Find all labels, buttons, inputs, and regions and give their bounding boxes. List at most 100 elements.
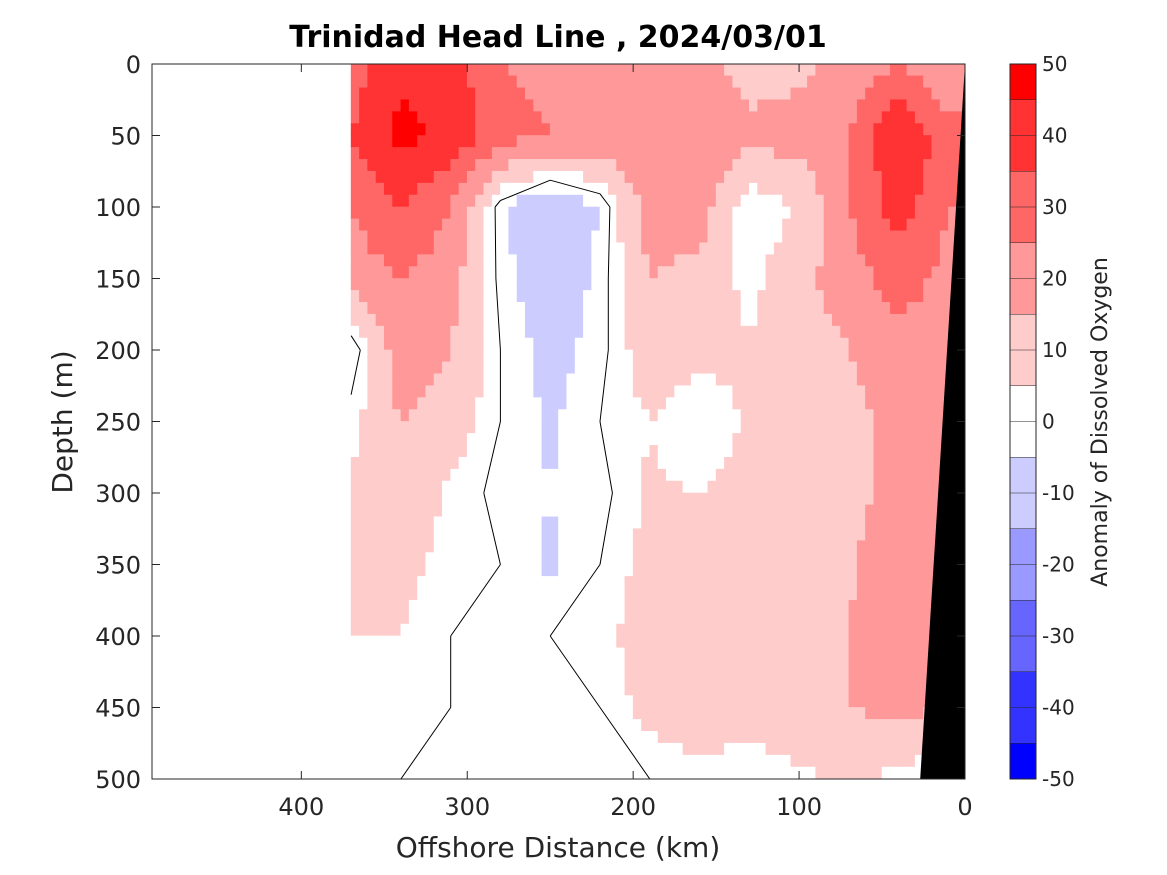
heat-cell: [383, 719, 393, 732]
heat-cell: [616, 147, 626, 160]
heat-cell: [442, 337, 451, 351]
heat-cell: [690, 182, 700, 196]
heat-cell: [450, 373, 460, 387]
heat-cell: [508, 456, 518, 470]
heat-cell: [350, 302, 360, 315]
heat-cell: [383, 492, 393, 506]
heat-cell: [749, 99, 758, 112]
heat-cell: [740, 754, 750, 768]
heat-cell: [657, 707, 667, 720]
heat-cell: [408, 516, 418, 530]
heat-cell: [624, 266, 634, 279]
heat-cell: [417, 528, 427, 541]
heat-cell: [865, 254, 875, 267]
heat-cell: [541, 135, 551, 148]
heat-cell: [732, 206, 742, 220]
heat-cell: [715, 254, 725, 267]
heat-cell: [392, 111, 402, 124]
heat-cell: [682, 290, 692, 303]
heat-cell: [699, 647, 709, 661]
heat-cell: [931, 159, 941, 172]
heat-cell: [417, 194, 427, 208]
heat-cell: [641, 421, 651, 434]
heat-cell: [782, 99, 792, 112]
heat-cell: [442, 230, 451, 244]
heat-cell: [914, 742, 924, 756]
heat-cell: [383, 64, 393, 77]
heat-cell: [574, 218, 584, 232]
heat-cell: [450, 635, 460, 649]
heat-cell: [508, 599, 518, 613]
heat-cell: [782, 754, 792, 768]
heat-cell: [724, 111, 734, 124]
heat-cell: [831, 659, 841, 673]
heat-cell: [516, 659, 526, 673]
heat-cell: [898, 504, 908, 518]
heat-cell: [782, 456, 792, 470]
heat-cell: [848, 206, 858, 220]
heat-cell: [408, 147, 418, 160]
heat-cell: [782, 719, 792, 732]
heat-cell: [773, 266, 783, 279]
heat-cell: [583, 635, 592, 649]
heat-cell: [923, 588, 933, 601]
heat-cell: [450, 599, 460, 613]
heat-cell: [516, 397, 526, 410]
heat-cell: [516, 623, 526, 637]
heat-cell: [865, 409, 875, 422]
heat-cell: [533, 147, 543, 160]
heat-cell: [682, 337, 692, 351]
heat-cell: [890, 528, 899, 541]
heat-cell: [823, 731, 833, 744]
heat-cell: [881, 504, 891, 518]
heat-cell: [549, 373, 559, 387]
heat-cell: [466, 647, 476, 661]
heat-cell: [599, 671, 609, 684]
heat-cell: [350, 147, 360, 160]
heat-cell: [558, 468, 568, 482]
heat-cell: [798, 159, 808, 172]
heat-cell: [699, 611, 709, 625]
heat-cell: [682, 99, 692, 112]
heat-cell: [765, 182, 775, 196]
heat-cell: [906, 361, 916, 375]
heat-cell: [815, 552, 825, 565]
heat-cell: [657, 87, 667, 101]
heat-cell: [773, 75, 783, 89]
heat-cell: [790, 147, 800, 160]
heat-cell: [881, 742, 891, 756]
heat-cell: [782, 742, 792, 756]
heat-cell: [591, 576, 601, 589]
heat-cell: [765, 635, 775, 649]
heat-cell: [359, 397, 368, 410]
heat-cell: [400, 337, 410, 351]
heat-cell: [375, 528, 385, 541]
heat-cell: [939, 206, 949, 220]
heat-cell: [508, 302, 518, 315]
heat-cell: [367, 671, 377, 684]
heat-cell: [657, 611, 667, 625]
heat-cell: [508, 659, 518, 673]
heat-cell: [516, 254, 526, 267]
heat-cell: [483, 278, 493, 291]
heat-cell: [458, 433, 468, 446]
heat-cell: [757, 659, 767, 673]
heat-cell: [641, 278, 651, 291]
heat-cell: [765, 611, 775, 625]
heat-cell: [458, 683, 468, 696]
heat-cell: [359, 135, 368, 148]
heat-cell: [392, 421, 402, 434]
heat-cell: [616, 433, 626, 446]
heat-cell: [583, 516, 592, 530]
heat-cell: [815, 87, 825, 101]
heat-cell: [831, 647, 841, 661]
heat-cell: [417, 540, 427, 553]
heat-cell: [939, 290, 949, 303]
heat-cell: [417, 349, 427, 363]
heat-cell: [873, 159, 883, 172]
heat-cell: [674, 361, 684, 375]
heat-cell: [674, 766, 684, 779]
heat-cell: [641, 206, 651, 220]
heat-cell: [359, 528, 368, 541]
heat-cell: [591, 492, 601, 506]
